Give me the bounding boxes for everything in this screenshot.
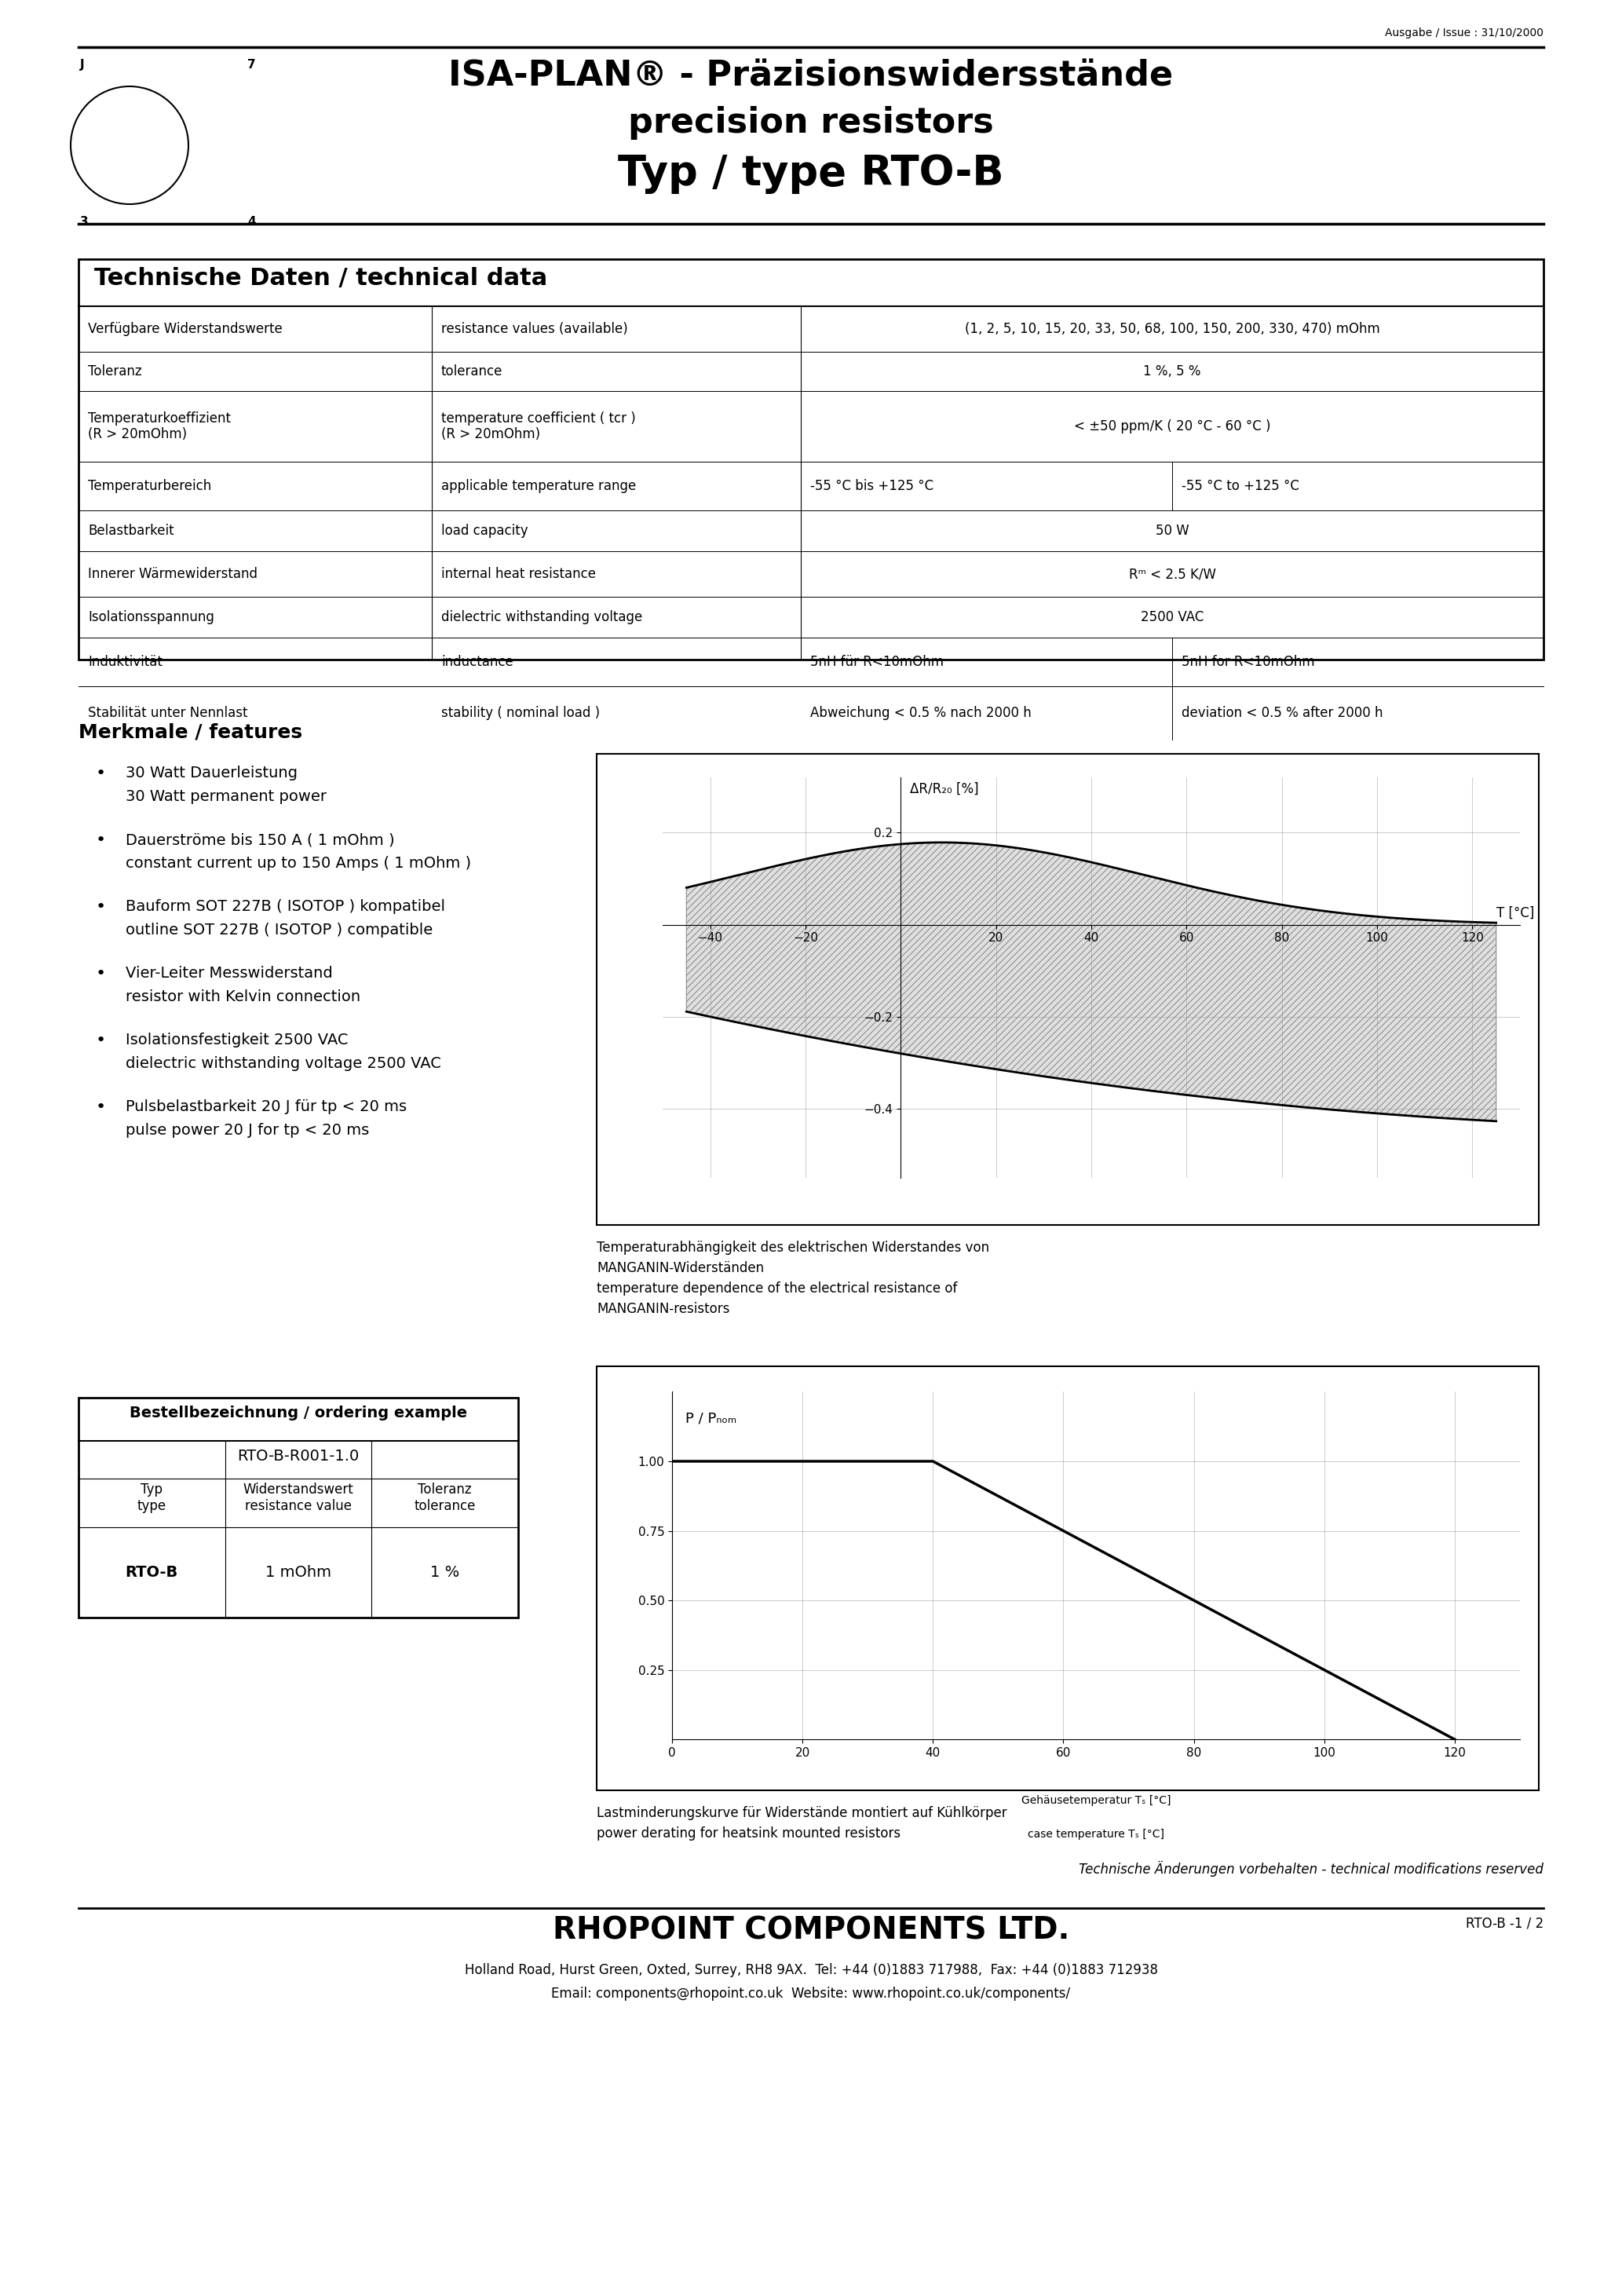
Text: Typ
type: Typ type	[138, 1483, 167, 1513]
Text: 30 Watt permanent power: 30 Watt permanent power	[125, 790, 326, 804]
Text: RHOPOINT COMPONENTS LTD.: RHOPOINT COMPONENTS LTD.	[553, 1915, 1069, 1945]
Text: •: •	[96, 1033, 105, 1049]
Text: J: J	[79, 60, 84, 71]
Text: 1 %: 1 %	[430, 1566, 459, 1580]
Text: P / Pₙₒₘ: P / Pₙₒₘ	[684, 1412, 736, 1426]
Text: pulse power 20 J for tp < 20 ms: pulse power 20 J for tp < 20 ms	[125, 1123, 370, 1139]
Text: RTO-B -1 / 2: RTO-B -1 / 2	[1466, 1915, 1544, 1931]
Text: •: •	[96, 900, 105, 914]
Text: Temperaturbereich: Temperaturbereich	[88, 480, 211, 494]
Text: case temperature Tₛ [°C]: case temperature Tₛ [°C]	[1028, 1828, 1165, 1839]
Bar	[78, 1398, 517, 1619]
Text: 5nH für R<10mOhm: 5nH für R<10mOhm	[811, 654, 944, 668]
Text: •: •	[96, 1100, 105, 1116]
Text: outline SOT 227B ( ISOTOP ) compatible: outline SOT 227B ( ISOTOP ) compatible	[125, 923, 433, 937]
Text: Gehäusetemperatur Tₛ [°C]: Gehäusetemperatur Tₛ [°C]	[1022, 1795, 1171, 1807]
Text: •: •	[96, 833, 105, 847]
Text: 5nH for R<10mOhm: 5nH for R<10mOhm	[1181, 654, 1315, 668]
Text: Isolationsspannung: Isolationsspannung	[88, 611, 214, 625]
Text: Vier-Leiter Messwiderstand: Vier-Leiter Messwiderstand	[125, 967, 333, 980]
Text: Email: components@rhopoint.co.uk  Website: www.rhopoint.co.uk/components/: Email: components@rhopoint.co.uk Website…	[551, 1986, 1071, 2000]
Text: Verfügbare Widerstandswerte: Verfügbare Widerstandswerte	[88, 321, 282, 335]
Text: Innerer Wärmewiderstand: Innerer Wärmewiderstand	[88, 567, 258, 581]
Text: (1, 2, 5, 10, 15, 20, 33, 50, 68, 100, 150, 200, 330, 470) mOhm: (1, 2, 5, 10, 15, 20, 33, 50, 68, 100, 1…	[965, 321, 1380, 335]
Text: RTO-B-R001-1.0: RTO-B-R001-1.0	[237, 1449, 360, 1463]
Text: Belastbarkeit: Belastbarkeit	[88, 523, 174, 537]
Text: ISA-PLAN® - Präzisionswidersstände: ISA-PLAN® - Präzisionswidersstände	[449, 60, 1173, 92]
Text: 7: 7	[247, 60, 256, 71]
Text: Toleranz
tolerance: Toleranz tolerance	[414, 1483, 475, 1513]
Text: 1 %, 5 %: 1 %, 5 %	[1144, 365, 1200, 379]
Text: Lastminderungskurve für Widerstände montiert auf Kühlkörper: Lastminderungskurve für Widerstände mont…	[597, 1807, 1007, 1821]
Bar	[597, 753, 1539, 1226]
Text: Technische Daten / technical data: Technische Daten / technical data	[94, 266, 547, 289]
Text: -55 °C to +125 °C: -55 °C to +125 °C	[1181, 480, 1299, 494]
Text: temperature dependence of the electrical resistance of: temperature dependence of the electrical…	[597, 1281, 957, 1295]
Text: inductance: inductance	[441, 654, 513, 668]
Text: Bestellbezeichnung / ordering example: Bestellbezeichnung / ordering example	[130, 1405, 467, 1421]
Text: applicable temperature range: applicable temperature range	[441, 480, 636, 494]
Text: T [°C]: T [°C]	[1495, 907, 1534, 921]
Text: resistor with Kelvin connection: resistor with Kelvin connection	[125, 990, 360, 1003]
Text: Widerstandswert
resistance value: Widerstandswert resistance value	[243, 1483, 354, 1513]
Text: Isolationsfestigkeit 2500 VAC: Isolationsfestigkeit 2500 VAC	[125, 1033, 349, 1047]
Text: Typ / type RTO-B: Typ / type RTO-B	[618, 154, 1004, 193]
Text: constant current up to 150 Amps ( 1 mOhm ): constant current up to 150 Amps ( 1 mOhm…	[125, 856, 470, 870]
Text: Merkmale / features: Merkmale / features	[78, 723, 302, 742]
Text: load capacity: load capacity	[441, 523, 529, 537]
Text: precision resistors: precision resistors	[628, 106, 994, 140]
Bar	[597, 1366, 1539, 1791]
Text: deviation < 0.5 % after 2000 h: deviation < 0.5 % after 2000 h	[1181, 705, 1384, 721]
Text: Rᵐ < 2.5 K/W: Rᵐ < 2.5 K/W	[1129, 567, 1216, 581]
Text: tolerance: tolerance	[441, 365, 503, 379]
Text: Pulsbelastbarkeit 20 J für tp < 20 ms: Pulsbelastbarkeit 20 J für tp < 20 ms	[125, 1100, 407, 1114]
Text: 50 W: 50 W	[1155, 523, 1189, 537]
Text: MANGANIN-resistors: MANGANIN-resistors	[597, 1302, 730, 1316]
Text: Temperaturabhängigkeit des elektrischen Widerstandes von: Temperaturabhängigkeit des elektrischen …	[597, 1240, 989, 1256]
Text: internal heat resistance: internal heat resistance	[441, 567, 595, 581]
Text: •: •	[96, 765, 105, 781]
Text: < ±50 ppm/K ( 20 °C - 60 °C ): < ±50 ppm/K ( 20 °C - 60 °C )	[1074, 420, 1270, 434]
Text: Bauform SOT 227B ( ISOTOP ) kompatibel: Bauform SOT 227B ( ISOTOP ) kompatibel	[125, 900, 444, 914]
Text: Technische Änderungen vorbehalten - technical modifications reserved: Technische Änderungen vorbehalten - tech…	[1079, 1862, 1544, 1876]
Text: 2500 VAC: 2500 VAC	[1140, 611, 1204, 625]
Text: stability ( nominal load ): stability ( nominal load )	[441, 705, 600, 721]
Text: Dauerströme bis 150 A ( 1 mOhm ): Dauerströme bis 150 A ( 1 mOhm )	[125, 833, 394, 847]
Text: 30 Watt Dauerleistung: 30 Watt Dauerleistung	[125, 765, 297, 781]
Text: 3: 3	[79, 216, 89, 227]
Text: Stabilität unter Nennlast: Stabilität unter Nennlast	[88, 705, 248, 721]
Text: resistance values (available): resistance values (available)	[441, 321, 628, 335]
Text: -55 °C bis +125 °C: -55 °C bis +125 °C	[811, 480, 934, 494]
Text: Holland Road, Hurst Green, Oxted, Surrey, RH8 9AX.  Tel: +44 (0)1883 717988,  Fa: Holland Road, Hurst Green, Oxted, Surrey…	[464, 1963, 1158, 1977]
Text: 1 mOhm: 1 mOhm	[266, 1566, 331, 1580]
Text: MANGANIN-Widerständen: MANGANIN-Widerständen	[597, 1261, 764, 1274]
Text: •: •	[96, 967, 105, 980]
Text: Ausgabe / Issue : 31/10/2000: Ausgabe / Issue : 31/10/2000	[1385, 28, 1544, 39]
Text: RTO-B: RTO-B	[125, 1566, 178, 1580]
Text: Toleranz: Toleranz	[88, 365, 141, 379]
Bar	[78, 259, 1544, 659]
Text: dielectric withstanding voltage: dielectric withstanding voltage	[441, 611, 642, 625]
Text: Abweichung < 0.5 % nach 2000 h: Abweichung < 0.5 % nach 2000 h	[811, 705, 1032, 721]
Text: dielectric withstanding voltage 2500 VAC: dielectric withstanding voltage 2500 VAC	[125, 1056, 441, 1070]
Text: ΔR/R₂₀ [%]: ΔR/R₂₀ [%]	[910, 781, 980, 797]
Text: temperature coefficient ( tcr )
(R > 20mOhm): temperature coefficient ( tcr ) (R > 20m…	[441, 411, 636, 441]
Text: 4: 4	[247, 216, 256, 227]
Text: power derating for heatsink mounted resistors: power derating for heatsink mounted resi…	[597, 1825, 900, 1841]
Text: Temperaturkoeffizient
(R > 20mOhm): Temperaturkoeffizient (R > 20mOhm)	[88, 411, 230, 441]
Text: Induktivität: Induktivität	[88, 654, 162, 668]
